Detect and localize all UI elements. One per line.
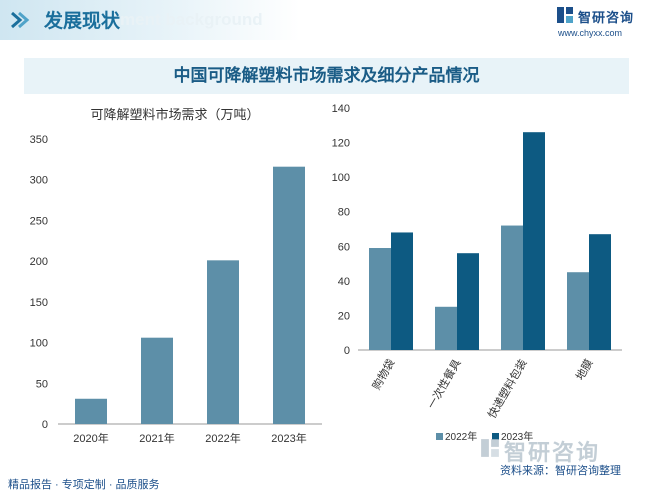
- right-x-label: 快递塑料包装: [484, 357, 529, 421]
- legend-label-1: 2023年: [501, 430, 533, 443]
- logo-name: 智研咨询: [578, 10, 635, 25]
- right-y-tick: 40: [338, 276, 350, 288]
- header: 发展现状 ment background 智研咨询 www.chyxx.com: [0, 0, 653, 40]
- logo-url: www.chyxx.com: [558, 28, 623, 38]
- left-bar-0: [75, 398, 107, 424]
- left-x-label: 2020年: [73, 431, 108, 445]
- ghost-caption: ment background: [120, 10, 263, 29]
- left-y-tick: 0: [42, 419, 48, 431]
- right-bar-1-1: [457, 253, 479, 350]
- left-bar-2: [207, 260, 239, 424]
- right-y-tick: 0: [344, 345, 350, 357]
- chevron-right-icon: [11, 11, 30, 29]
- source-note: 资料来源：智研咨询整理: [500, 465, 621, 477]
- legend: 2022年 2023年: [436, 430, 533, 443]
- right-x-label: 一次性餐具: [424, 357, 464, 412]
- right-y-tick: 20: [338, 310, 350, 322]
- legend-swatch-1: [492, 433, 499, 440]
- right-y-tick: 140: [332, 103, 350, 115]
- right-y-tick: 80: [338, 207, 350, 219]
- right-bar-0-0: [369, 248, 391, 350]
- left-bar-3: [273, 166, 305, 424]
- header-banner: [0, 0, 300, 40]
- footer-logo-mark-icon: [481, 439, 499, 457]
- footer-tagline: 精品报告 · 专项定制 · 品质服务: [8, 479, 160, 491]
- left-y-tick: 300: [30, 175, 48, 187]
- logo-mark-icon: [557, 7, 573, 23]
- right-bar-3-1: [589, 234, 611, 350]
- legend-swatch-0: [436, 433, 443, 440]
- left-x-label: 2022年: [205, 431, 240, 445]
- left-y-tick: 350: [30, 134, 48, 146]
- legend-label-0: 2022年: [445, 430, 477, 443]
- section-title: 发展现状: [44, 11, 121, 32]
- right-x-label: 购物袋: [369, 357, 398, 393]
- right-y-tick: 60: [338, 241, 350, 253]
- right-bar-1-0: [435, 306, 457, 350]
- left-bar-1: [141, 337, 173, 424]
- left-y-tick: 250: [30, 215, 48, 227]
- footer-logo-name: 智研咨询: [504, 440, 601, 465]
- right-x-label: 地膜: [573, 357, 595, 383]
- left-y-tick: 50: [36, 378, 48, 390]
- right-y-tick: 100: [332, 172, 350, 184]
- left-x-label: 2023年: [271, 431, 306, 445]
- main-title: 中国可降解塑料市场需求及细分产品情况: [173, 66, 480, 85]
- right-bar-2-0: [501, 225, 523, 350]
- brand-logo: 智研咨询 www.chyxx.com: [556, 6, 648, 40]
- left-y-tick: 200: [30, 256, 48, 268]
- left-y-tick: 150: [30, 297, 48, 309]
- left-chart-title: 可降解塑料市场需求（万吨）: [90, 107, 259, 122]
- left-x-label: 2021年: [139, 431, 174, 445]
- right-y-tick: 120: [332, 138, 350, 150]
- footer-logo: 智研咨询: [480, 435, 650, 465]
- right-bar-0-1: [391, 232, 413, 350]
- left-y-tick: 100: [30, 338, 48, 350]
- title-band: 中国可降解塑料市场需求及细分产品情况: [24, 58, 629, 94]
- right-bar-3-0: [567, 272, 589, 350]
- right-bar-2-1: [523, 132, 545, 350]
